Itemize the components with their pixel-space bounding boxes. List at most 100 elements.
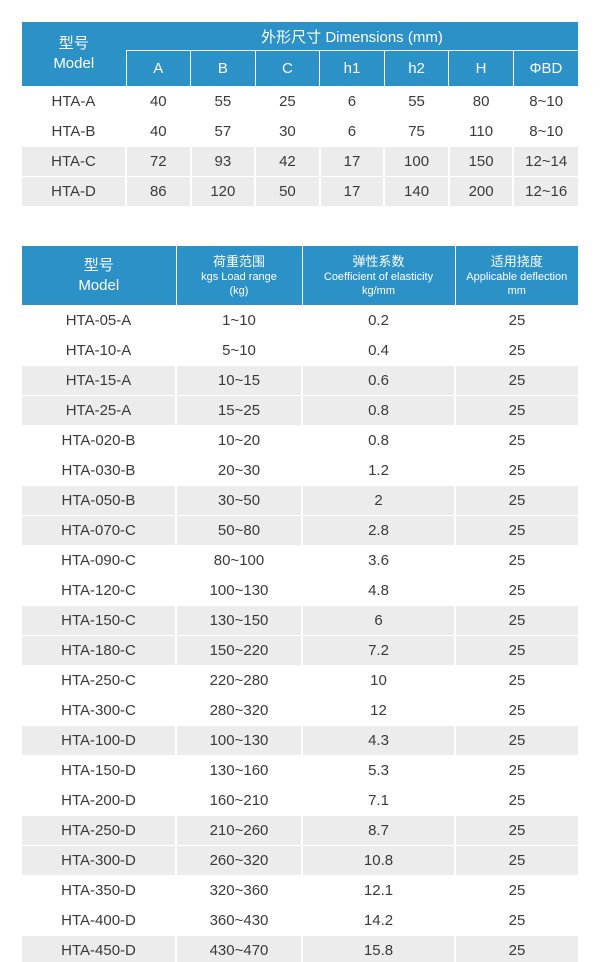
deflection-cell: 25 bbox=[454, 905, 578, 936]
deflection-cell: 25 bbox=[454, 845, 578, 876]
header-line-en: Coefficient of elasticity bbox=[323, 271, 434, 283]
spec-table: 型号 Model 荷重范围 kgs Load range (kg) 弹性系数 Coeffic… bbox=[22, 246, 578, 962]
load-range-cell: 5~10 bbox=[175, 335, 302, 366]
coefficient-cell: 2 bbox=[301, 485, 455, 516]
table-row: HTA-150-D 130~160 5.3 25 bbox=[22, 755, 578, 786]
header-line-en: mm bbox=[507, 285, 526, 297]
value-cell: 8~10 bbox=[512, 86, 578, 117]
model-cell: HTA-070-C bbox=[22, 515, 176, 546]
header-line-zh: 荷重范围 bbox=[212, 254, 265, 269]
dimensions-header-row-top: 型号 Model 外形尺寸 Dimensions (mm) bbox=[22, 22, 578, 87]
model-cell: HTA-250-C bbox=[22, 665, 176, 696]
table-row: HTA-450-D 430~470 15.8 25 bbox=[22, 935, 578, 962]
model-cell: HTA-150-C bbox=[22, 605, 176, 636]
table-row: HTA-A 40 55 25 6 55 80 8~10 bbox=[22, 86, 578, 117]
value-cell: 55 bbox=[383, 86, 449, 117]
load-range-cell: 430~470 bbox=[175, 935, 302, 962]
value-cell: 17 bbox=[318, 146, 385, 177]
header-line-en: kg/mm bbox=[362, 285, 395, 297]
load-range-cell: 220~280 bbox=[175, 665, 302, 696]
value-cell: 42 bbox=[254, 146, 320, 177]
coefficient-cell: 2.8 bbox=[301, 515, 455, 546]
load-range-cell: 260~320 bbox=[175, 845, 302, 876]
load-range-cell: 80~100 bbox=[175, 545, 302, 576]
dim-column-header-h2: h2 bbox=[383, 50, 449, 87]
table-row: HTA-120-C 100~130 4.8 25 bbox=[22, 575, 578, 606]
load-range-cell: 130~160 bbox=[175, 755, 302, 786]
value-cell: 8~10 bbox=[512, 116, 578, 147]
header-line-zh: 型号 bbox=[83, 256, 114, 274]
coefficient-cell: 14.2 bbox=[301, 905, 455, 936]
deflection-cell: 25 bbox=[454, 935, 578, 962]
deflection-cell: 25 bbox=[454, 875, 578, 906]
load-range-cell: 100~130 bbox=[175, 575, 302, 606]
coefficient-cell: 15.8 bbox=[301, 935, 455, 962]
value-cell: 12~16 bbox=[512, 176, 578, 206]
value-cell: 75 bbox=[383, 116, 449, 147]
dim-column-header-h1: h1 bbox=[319, 50, 385, 87]
value-cell: 140 bbox=[383, 176, 449, 206]
coefficient-cell: 7.1 bbox=[301, 785, 455, 816]
dimensions-group-header: 外形尺寸 Dimensions (mm) bbox=[126, 22, 578, 51]
value-cell: 57 bbox=[189, 116, 256, 147]
model-cell: HTA-150-D bbox=[22, 755, 176, 786]
table-row: HTA-350-D 320~360 12.1 25 bbox=[22, 875, 578, 906]
coefficient-cell: 1.2 bbox=[301, 455, 455, 486]
deflection-cell: 25 bbox=[454, 785, 578, 816]
coefficient-cell: 4.8 bbox=[301, 575, 455, 606]
model-cell: HTA-200-D bbox=[22, 785, 176, 816]
load-range-cell: 10~15 bbox=[175, 365, 302, 396]
model-cell: HTA-250-D bbox=[22, 815, 176, 846]
table-row: HTA-200-D 160~210 7.1 25 bbox=[22, 785, 578, 816]
table-row: HTA-10-A 5~10 0.4 25 bbox=[22, 335, 578, 366]
model-header-en: Model bbox=[53, 55, 95, 72]
model-cell: HTA-090-C bbox=[22, 545, 176, 576]
deflection-cell: 25 bbox=[454, 545, 578, 576]
value-cell: 200 bbox=[447, 176, 514, 206]
dim-column-header-a: A bbox=[125, 50, 191, 87]
deflection-cell: 25 bbox=[454, 725, 578, 756]
value-cell: 120 bbox=[189, 176, 256, 206]
load-range-cell: 150~220 bbox=[175, 635, 302, 666]
header-line-en: (kg) bbox=[229, 285, 249, 297]
header-line-en: kgs Load range bbox=[201, 271, 277, 283]
deflection-cell: 25 bbox=[454, 515, 578, 546]
deflection-cell: 25 bbox=[454, 575, 578, 606]
model-cell: HTA-030-B bbox=[22, 455, 176, 486]
table-row: HTA-15-A 10~15 0.6 25 bbox=[22, 365, 578, 396]
deflection-cell: 25 bbox=[454, 635, 578, 666]
coefficient-cell: 3.6 bbox=[301, 545, 455, 576]
load-range-cell: 100~130 bbox=[175, 725, 302, 756]
dim-column-header-c: C bbox=[254, 50, 320, 87]
header-line-en: Model bbox=[78, 276, 120, 294]
model-cell: HTA-180-C bbox=[22, 635, 176, 666]
model-cell: HTA-300-D bbox=[22, 845, 176, 876]
header-line-zh: 适用挠度 bbox=[490, 254, 543, 269]
model-cell: HTA-350-D bbox=[22, 875, 176, 906]
value-cell: 30 bbox=[254, 116, 320, 147]
model-cell: HTA-B bbox=[22, 116, 126, 147]
table-row: HTA-100-D 100~130 4.3 25 bbox=[22, 725, 578, 756]
model-column-header: 型号 Model bbox=[22, 22, 126, 87]
model-cell: HTA-C bbox=[22, 146, 126, 177]
load-range-cell: 10~20 bbox=[175, 425, 302, 456]
model-cell: HTA-450-D bbox=[22, 935, 176, 962]
deflection-cell: 25 bbox=[454, 305, 578, 336]
deflection-cell: 25 bbox=[454, 815, 578, 846]
deflection-cell: 25 bbox=[454, 365, 578, 396]
header-line-zh: 弹性系数 bbox=[352, 254, 405, 269]
value-cell: 150 bbox=[447, 146, 514, 177]
value-cell: 80 bbox=[447, 86, 514, 117]
table-row: HTA-020-B 10~20 0.8 25 bbox=[22, 425, 578, 456]
load-range-cell: 280~320 bbox=[175, 695, 302, 726]
dim-column-header-b: B bbox=[190, 50, 256, 87]
table-row: HTA-090-C 80~100 3.6 25 bbox=[22, 545, 578, 576]
table-row: HTA-25-A 15~25 0.8 25 bbox=[22, 395, 578, 426]
spec-column-header-0: 型号 Model bbox=[22, 246, 176, 306]
coefficient-cell: 10.8 bbox=[301, 845, 455, 876]
value-cell: 25 bbox=[254, 86, 320, 117]
value-cell: 55 bbox=[189, 86, 256, 117]
table-row: HTA-250-D 210~260 8.7 25 bbox=[22, 815, 578, 846]
